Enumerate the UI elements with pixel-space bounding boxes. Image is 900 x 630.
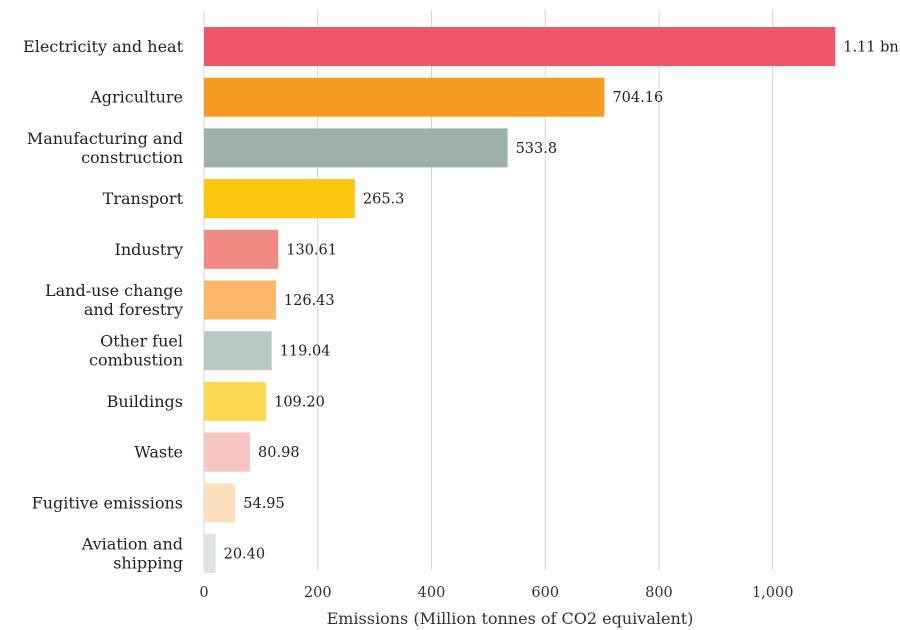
bar bbox=[204, 534, 216, 573]
category-label: Agriculture bbox=[89, 88, 183, 107]
x-tick-label: 0 bbox=[199, 585, 208, 601]
bar bbox=[204, 229, 279, 269]
bar bbox=[204, 77, 605, 117]
x-axis-title: Emissions (Million tonnes of CO2 equival… bbox=[327, 609, 694, 628]
bar-value-label: 20.40 bbox=[224, 547, 266, 563]
x-tick-label: 1,000 bbox=[752, 585, 794, 601]
bar-value-label: 54.95 bbox=[243, 496, 285, 512]
x-tick-label: 200 bbox=[304, 585, 332, 601]
bar-value-label: 109.20 bbox=[274, 394, 325, 410]
bar bbox=[204, 179, 355, 219]
bar bbox=[204, 432, 251, 472]
bar-value-label: 80.98 bbox=[258, 445, 300, 461]
category-label: Transport bbox=[103, 189, 184, 208]
bar bbox=[204, 483, 236, 523]
x-tick-label: 800 bbox=[645, 585, 673, 601]
category-label: Buildings bbox=[107, 392, 183, 411]
bars bbox=[204, 27, 836, 573]
bar bbox=[204, 27, 836, 66]
bar bbox=[204, 128, 508, 168]
bar-value-label: 1.11 bn bbox=[843, 40, 899, 56]
bar-value-label: 704.16 bbox=[612, 90, 663, 106]
category-label: Manufacturing and construction bbox=[27, 129, 183, 167]
bar-value-label: 533.8 bbox=[516, 141, 558, 157]
bar bbox=[204, 280, 276, 320]
category-label: Waste bbox=[134, 443, 183, 462]
category-label: Land-use change and forestry bbox=[45, 281, 183, 319]
category-label: Electricity and heat bbox=[23, 37, 184, 56]
bar bbox=[204, 331, 272, 371]
labels: 0 200 400 600 800 1,000 1.11 bn Electricity and… bbox=[23, 37, 899, 601]
category-label: Fugitive emissions bbox=[32, 493, 183, 512]
x-tick-label: 400 bbox=[418, 585, 446, 601]
bar-value-label: 130.61 bbox=[286, 242, 337, 258]
category-label: Aviation and shipping bbox=[81, 535, 183, 573]
category-label: Other fuel combustion bbox=[89, 332, 183, 370]
x-tick-label: 600 bbox=[531, 585, 559, 601]
bar-value-label: 265.3 bbox=[363, 192, 405, 208]
category-label: Industry bbox=[115, 240, 184, 259]
bar-value-label: 119.04 bbox=[280, 344, 331, 360]
bar-value-label: 126.43 bbox=[284, 293, 335, 309]
bar bbox=[204, 381, 267, 421]
